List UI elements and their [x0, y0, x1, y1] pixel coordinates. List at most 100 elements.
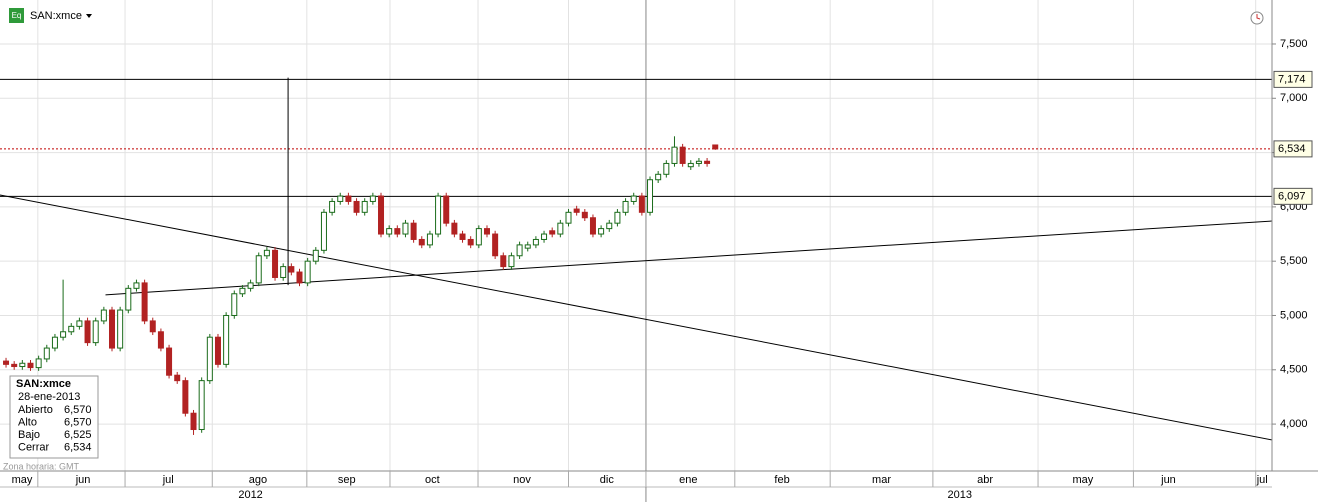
candle-body	[304, 260, 311, 284]
candle-body	[100, 309, 107, 322]
timezone: Zona horaria: GMT	[3, 461, 80, 471]
candle-body	[622, 200, 629, 213]
candle-body	[255, 255, 262, 284]
candle-body	[43, 347, 50, 360]
info-title: SAN:xmce	[16, 378, 71, 390]
info-value: 6,534	[64, 441, 92, 453]
candle-body	[410, 222, 417, 240]
candle-body	[638, 195, 645, 213]
candle-body	[133, 282, 140, 289]
x-tick-label: jun	[1160, 474, 1176, 486]
candle-body	[426, 233, 433, 246]
clock-hands	[1256, 14, 1261, 20]
y-tick-label: 5,000	[1280, 309, 1308, 321]
candle-body	[679, 146, 686, 164]
candle-body	[418, 238, 425, 246]
ticker[interactable]: SAN:xmce	[30, 10, 82, 22]
candle-body	[598, 228, 605, 235]
info-value: 6,570	[64, 404, 92, 416]
x-tick-label: jun	[75, 474, 91, 486]
candle-body	[117, 309, 124, 349]
year-label: 2012	[238, 489, 262, 501]
candle-body	[492, 233, 499, 257]
level-label: 6,097	[1278, 190, 1306, 202]
candle-body	[345, 195, 352, 202]
x-tick-label: dic	[600, 474, 615, 486]
candle-body	[190, 412, 197, 431]
candle-body	[329, 200, 336, 213]
info-value: 6,525	[64, 429, 92, 441]
candle-body	[272, 249, 279, 278]
candle-body	[206, 336, 213, 382]
candle-body	[378, 195, 385, 235]
level-label-box	[1273, 70, 1313, 88]
x-tick-label: nov	[513, 474, 531, 486]
candle-body	[141, 282, 148, 322]
info-label: Cerrar	[18, 441, 50, 453]
candle-body	[589, 217, 596, 235]
candle-body	[223, 314, 230, 365]
y-tick-label: 7,000	[1280, 92, 1308, 104]
info-label: Alto	[18, 416, 37, 428]
candle-body	[655, 173, 662, 181]
candle-body	[500, 255, 507, 268]
candle-body	[198, 380, 205, 431]
candle-body	[386, 228, 393, 235]
candle-body	[443, 195, 450, 224]
candle-body	[182, 380, 189, 414]
candle-body	[524, 244, 531, 249]
y-tick-label: 4,500	[1280, 364, 1308, 376]
level-label-box	[1273, 140, 1313, 158]
candle-body	[296, 271, 303, 284]
candle-body	[573, 208, 580, 213]
candle-body	[402, 222, 409, 235]
x-tick-label: abr	[977, 474, 993, 486]
candle-body	[647, 179, 654, 213]
candle-body	[288, 266, 295, 273]
candle-body	[320, 211, 327, 251]
candle-body	[549, 230, 556, 235]
candle-body	[516, 244, 523, 257]
candle-body	[394, 228, 401, 235]
x-tick-label: jul	[1256, 474, 1268, 486]
candle-body	[663, 162, 670, 175]
candle-body	[475, 228, 482, 246]
x-tick-label: oct	[425, 474, 440, 486]
candle-body	[614, 211, 621, 224]
candle-body	[353, 200, 360, 213]
y-tick-label: 5,500	[1280, 255, 1308, 267]
trend-line	[0, 194, 1273, 441]
candle-body	[109, 309, 116, 349]
candle-body	[467, 238, 474, 246]
candle-body	[84, 320, 91, 344]
axes: 4,0004,5005,0005,5006,0006,5007,0007,500…	[12, 38, 1313, 502]
candle-body	[369, 195, 376, 202]
candle-body	[606, 222, 613, 230]
candle-body	[3, 360, 10, 365]
candle-body	[508, 255, 515, 268]
candle-body	[35, 358, 42, 369]
candle-body	[565, 211, 572, 224]
info-date: 28-ene-2013	[18, 391, 80, 403]
info-label: Abierto	[18, 404, 53, 416]
x-tick-label: may	[12, 474, 33, 486]
candle-body	[451, 222, 458, 235]
candle-body	[435, 195, 442, 235]
x-tick-label: ene	[679, 474, 697, 486]
candle-body	[459, 233, 466, 240]
candle-body	[174, 374, 181, 382]
candle-body	[671, 146, 678, 164]
x-tick-label: sep	[338, 474, 356, 486]
ticker-icon[interactable]	[9, 8, 24, 23]
info-label: Bajo	[18, 429, 40, 441]
candle-body	[27, 362, 34, 369]
candle-body	[125, 287, 132, 311]
candle-body	[68, 325, 75, 333]
dropdown-arrow[interactable]	[86, 14, 92, 18]
candle-body	[557, 222, 564, 235]
candle-body	[687, 162, 694, 168]
candle-body	[361, 200, 368, 213]
candle-body	[312, 249, 319, 262]
